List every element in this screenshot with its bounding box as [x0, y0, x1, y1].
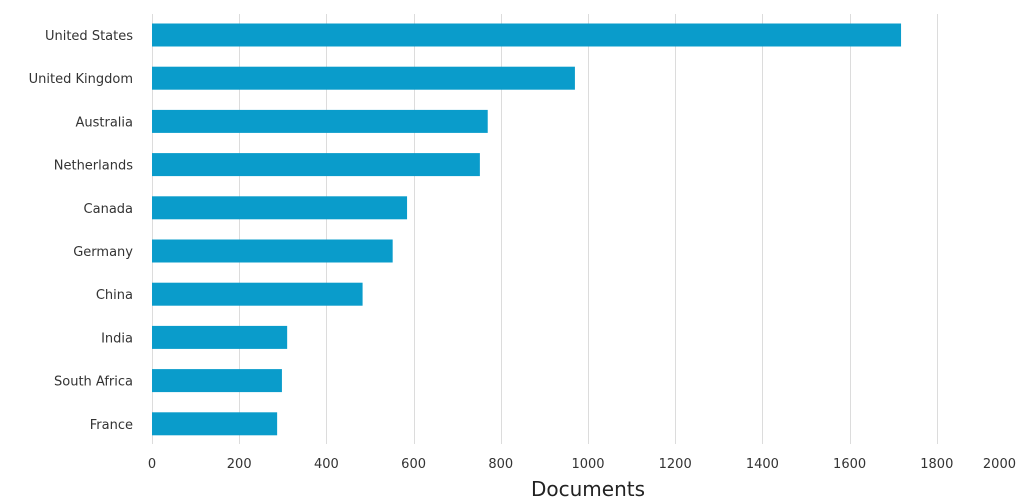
- bar-china: [152, 282, 363, 306]
- bar-germany: [152, 239, 393, 263]
- x-tick-label: 1600: [833, 457, 866, 472]
- x-axis-title: Documents: [531, 477, 645, 499]
- x-tick-label: 2000: [983, 457, 1016, 472]
- x-tick-label: 600: [401, 457, 426, 472]
- category-labels: United States United Kingdom Australia Neth…: [29, 29, 134, 433]
- x-tick-label: 1200: [659, 457, 692, 472]
- bar-australia: [152, 109, 488, 133]
- category-label: India: [101, 331, 133, 346]
- bar-india: [152, 325, 288, 349]
- bar-united-kingdom: [152, 66, 575, 90]
- bar-canada: [152, 196, 408, 220]
- x-tick-label: 1400: [746, 457, 779, 472]
- x-tick-label: 1800: [920, 457, 953, 472]
- bar-netherlands: [152, 153, 480, 177]
- bar-united-states: [152, 23, 902, 47]
- x-tick-label: 0: [148, 457, 156, 472]
- category-label: China: [96, 288, 133, 303]
- x-tick-label: 400: [314, 457, 339, 472]
- category-label: United States: [45, 29, 133, 44]
- bar-south-africa: [152, 369, 282, 393]
- category-label: South Africa: [54, 375, 133, 390]
- category-label: Canada: [84, 202, 133, 217]
- category-label: Australia: [75, 115, 133, 130]
- x-tick-label: 1000: [571, 457, 604, 472]
- x-tick-label: 200: [227, 457, 252, 472]
- x-tick-label: 800: [488, 457, 513, 472]
- category-label: France: [90, 418, 133, 433]
- x-tick-labels: 0 200 400 600 800 1000 1200 1400 1600 1800 2000: [148, 457, 1016, 472]
- bars: [152, 23, 902, 436]
- category-label: Germany: [73, 245, 133, 260]
- bar-france: [152, 412, 278, 436]
- category-label: Netherlands: [54, 159, 133, 174]
- category-label: United Kingdom: [29, 72, 133, 87]
